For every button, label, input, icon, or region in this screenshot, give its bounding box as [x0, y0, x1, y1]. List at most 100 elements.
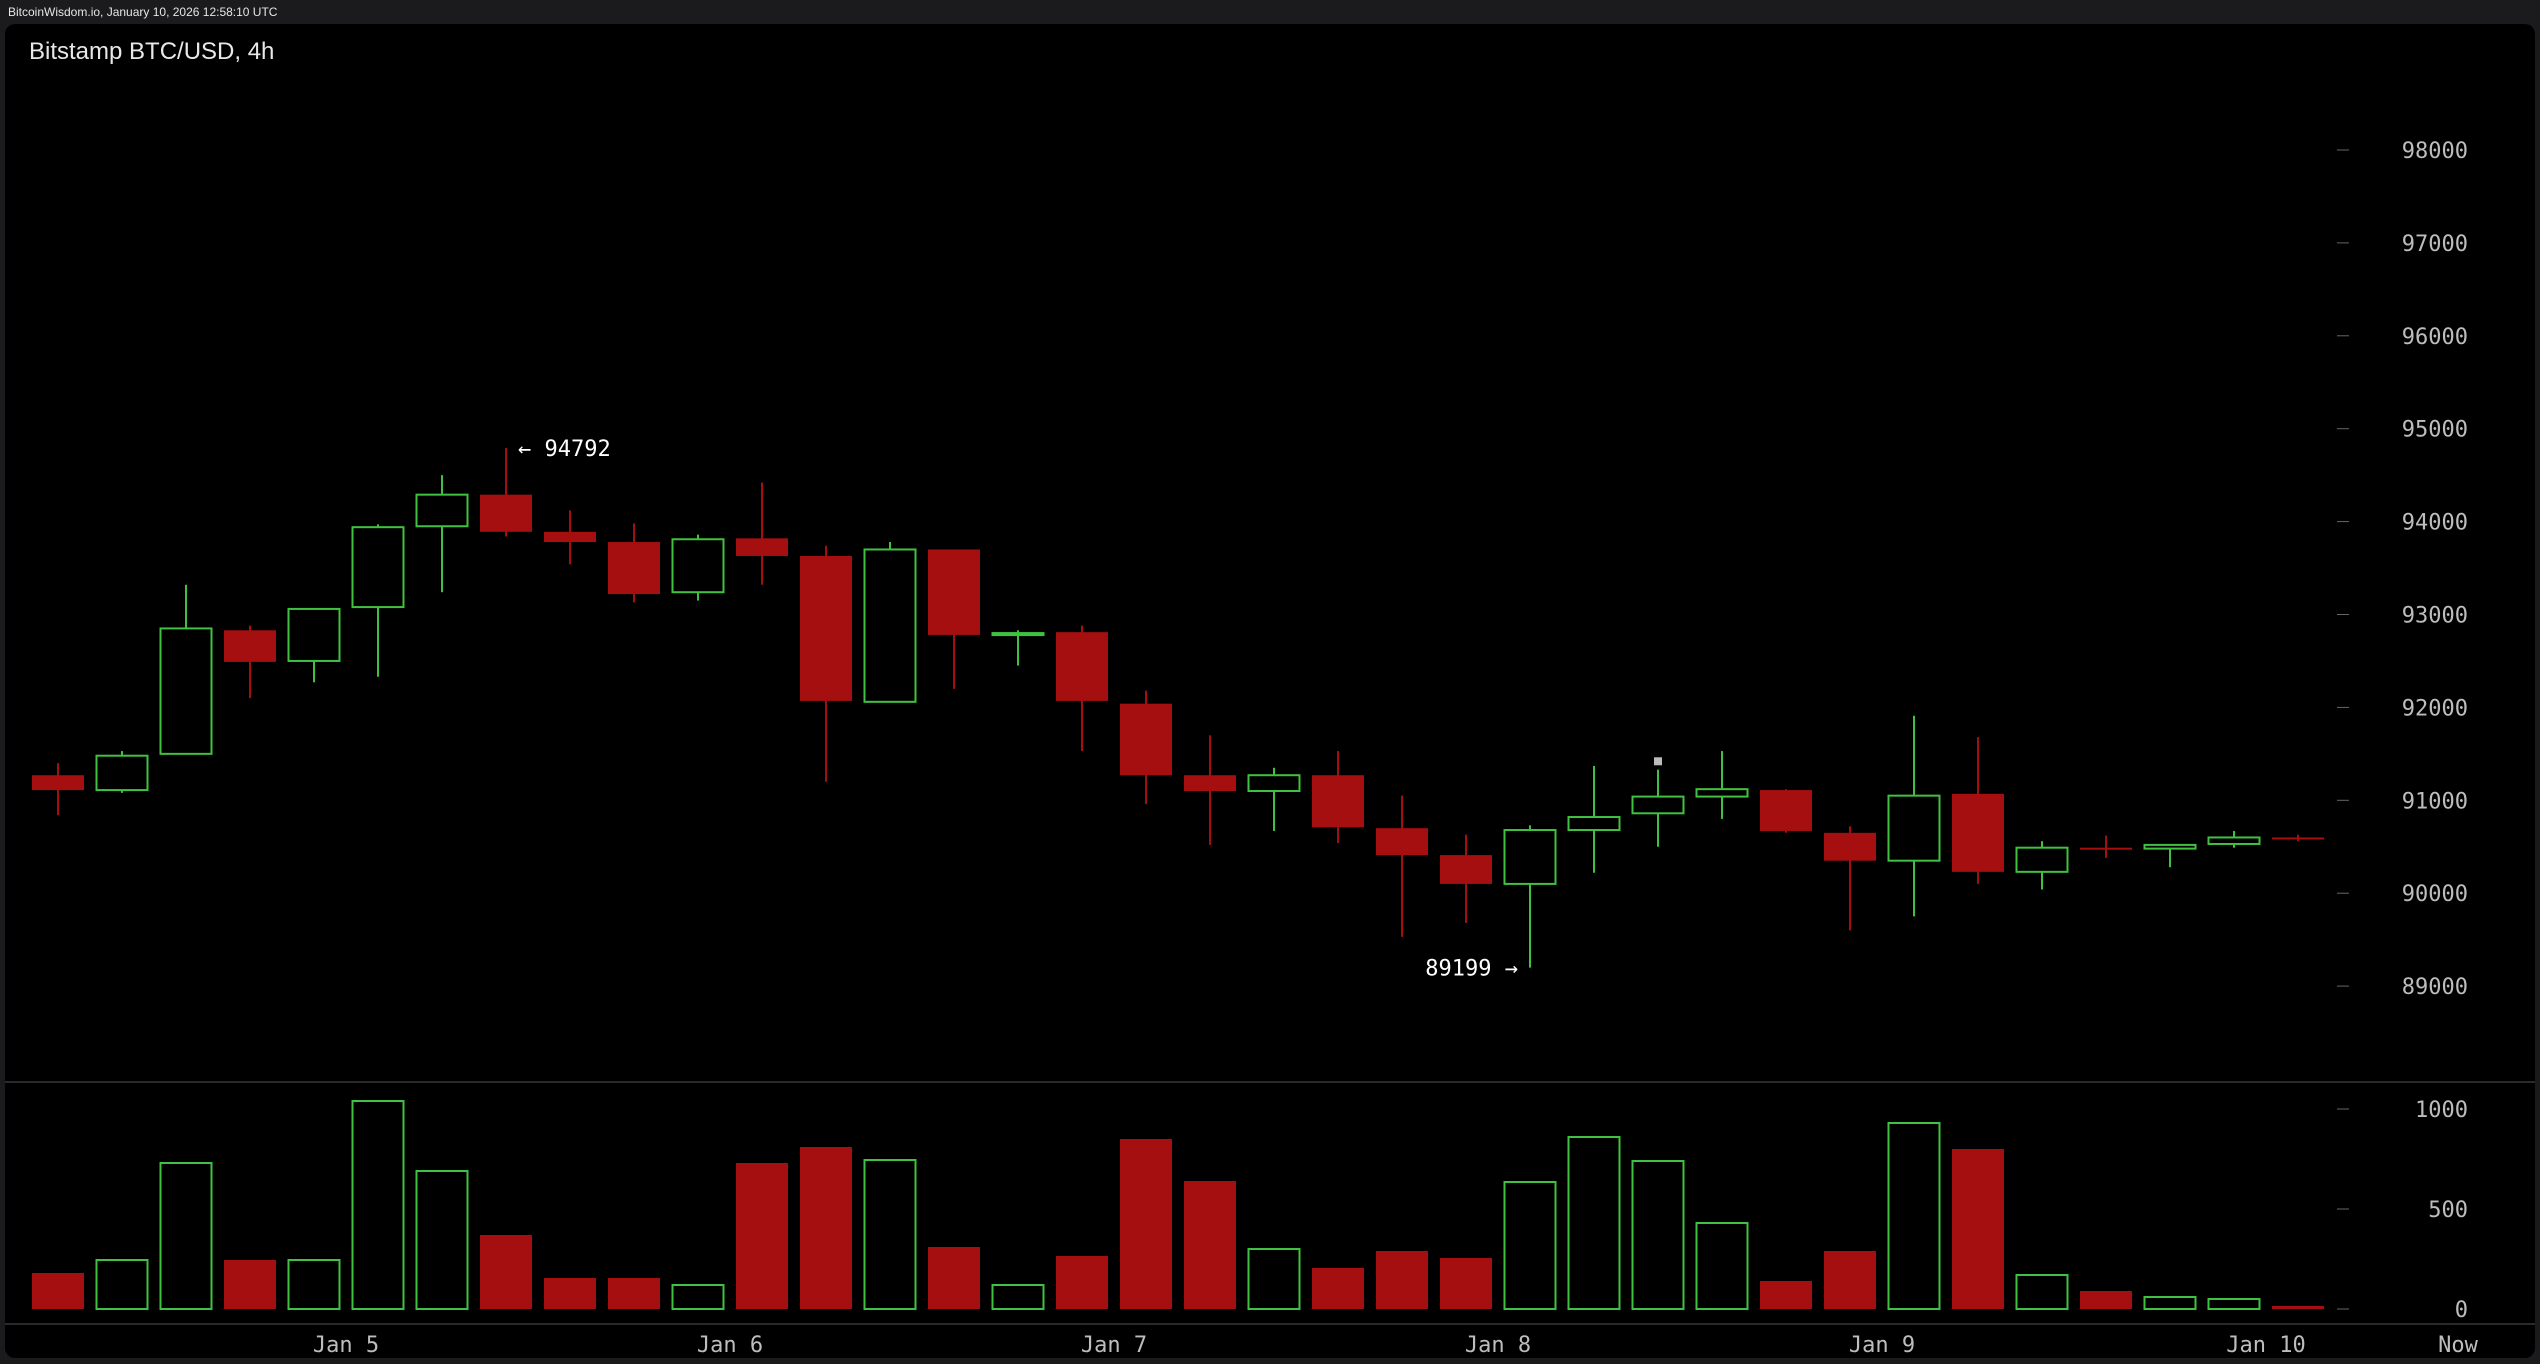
- candle-body: [480, 494, 532, 532]
- volume-bar: [95, 1259, 149, 1310]
- volume-bar: [1247, 1248, 1301, 1310]
- volume-bar: [159, 1162, 213, 1310]
- volume-bar: [1631, 1160, 1685, 1310]
- time-tick-label: Jan 8: [1465, 1333, 1531, 1358]
- source-timestamp: BitcoinWisdom.io, January 10, 2026 12:58…: [8, 5, 278, 19]
- candle-body: [287, 607, 341, 662]
- candle-body: [159, 627, 213, 755]
- trade-marker: [1654, 757, 1662, 766]
- candle-body: [2015, 846, 2069, 873]
- time-tick-label: Jan 6: [697, 1333, 763, 1358]
- volume-bar: [1440, 1258, 1492, 1309]
- candle-body: [2272, 837, 2324, 840]
- candle-body: [608, 542, 660, 595]
- candles: [32, 448, 2324, 968]
- volume-bar: [863, 1159, 917, 1310]
- candle-body: [2207, 836, 2261, 845]
- candle-body: [736, 538, 788, 556]
- candle-body: [1056, 632, 1108, 701]
- candle-body: [1440, 855, 1492, 884]
- volume-bar: [287, 1259, 341, 1310]
- candle-body: [95, 754, 149, 792]
- price-tick-label: 89000: [2402, 975, 2468, 1000]
- volume-tick-label: 1000: [2415, 1098, 2468, 1123]
- volume-bar: [1695, 1222, 1749, 1310]
- volume-bar: [991, 1284, 1045, 1310]
- chart-title: Bitstamp BTC/USD, 4h: [29, 38, 275, 65]
- candle-body: [1887, 794, 1941, 862]
- candle-body: [1503, 829, 1557, 885]
- price-tick-label: 94000: [2402, 511, 2468, 536]
- price-tick-label: 95000: [2402, 418, 2468, 443]
- volume-bar: [1503, 1181, 1557, 1310]
- volume-bar: [1760, 1281, 1812, 1309]
- volume-bar: [1376, 1251, 1428, 1309]
- volume-bar: [480, 1235, 532, 1309]
- time-axis: Jan 5 Jan 6 Jan 7 Jan 8 Jan 9 Jan 10 Now: [313, 1333, 2479, 1358]
- time-tick-label: Jan 5: [313, 1333, 379, 1358]
- volume-bar: [1120, 1139, 1172, 1309]
- volume-bar: [928, 1247, 980, 1309]
- candle-body: [1824, 832, 1876, 861]
- volume-bar: [671, 1284, 725, 1310]
- candle-body: [2080, 847, 2132, 850]
- time-tick-label: Now: [2438, 1333, 2478, 1358]
- candle-body: [1376, 828, 1428, 856]
- volume-bar: [2143, 1296, 2197, 1310]
- candle-body: [991, 632, 1045, 637]
- annotations: ← 94792 89199 →: [518, 437, 1518, 982]
- price-tick-label: 91000: [2402, 789, 2468, 814]
- volume-bar: [1567, 1136, 1621, 1310]
- candle-body: [2143, 843, 2197, 850]
- volume-bar: [32, 1273, 84, 1309]
- candlestick-chart[interactable]: 89000 90000 91000 92000 93000 94000 95000 96000…: [5, 24, 2535, 1358]
- price-axis: 89000 90000 91000 92000 93000 94000 95000 96000…: [5, 139, 2535, 1325]
- price-tick-label: 96000: [2402, 325, 2468, 350]
- price-tick-label: 90000: [2402, 882, 2468, 907]
- volume-axis: 0 500 1000: [2337, 1098, 2468, 1323]
- volume-bar: [608, 1278, 660, 1309]
- volume-bar: [2015, 1274, 2069, 1310]
- candle-body: [1120, 703, 1172, 776]
- candle-body: [1247, 774, 1301, 793]
- time-tick-label: Jan 7: [1081, 1333, 1147, 1358]
- candle-body: [544, 531, 596, 543]
- candle-body: [800, 555, 852, 701]
- price-tick-label: 98000: [2402, 139, 2468, 164]
- volume-bar: [736, 1163, 788, 1309]
- volume-bar: [1312, 1268, 1364, 1309]
- time-tick-label: Jan 9: [1849, 1333, 1915, 1358]
- candle-body: [1952, 793, 2004, 872]
- candle-body: [928, 549, 980, 635]
- candle-body: [32, 775, 84, 791]
- volume-bar: [1824, 1251, 1876, 1309]
- volume-bars: [32, 1100, 2324, 1310]
- volume-bar: [544, 1278, 596, 1309]
- low-annotation: 89199 →: [1425, 957, 1518, 982]
- time-tick-label: Jan 10: [2226, 1333, 2305, 1358]
- volume-bar: [1056, 1256, 1108, 1309]
- volume-bar: [351, 1100, 405, 1310]
- candle-body: [1567, 816, 1621, 832]
- candle-body: [1695, 788, 1749, 798]
- top-bar: BitcoinWisdom.io, January 10, 2026 12:58…: [0, 0, 2540, 24]
- candle-body: [1312, 775, 1364, 828]
- volume-bar: [1887, 1122, 1941, 1310]
- chart-panel: Bitstamp BTC/USD, 4h 89000 90000 91000 9200…: [5, 24, 2535, 1358]
- high-annotation: ← 94792: [518, 437, 611, 462]
- price-tick-label: 93000: [2402, 604, 2468, 629]
- candle-body: [1760, 790, 1812, 831]
- volume-bar: [2272, 1306, 2324, 1309]
- volume-bar: [1184, 1181, 1236, 1309]
- volume-tick-label: 0: [2455, 1298, 2468, 1323]
- candle-body: [224, 630, 276, 662]
- volume-bar: [224, 1260, 276, 1309]
- volume-bar: [2080, 1291, 2132, 1309]
- candle-body: [863, 548, 917, 703]
- candle-body: [351, 526, 405, 609]
- volume-bar: [415, 1170, 469, 1310]
- candle-body: [671, 538, 725, 594]
- candle-body: [1631, 795, 1685, 815]
- volume-tick-label: 500: [2428, 1198, 2468, 1223]
- volume-bar: [800, 1147, 852, 1309]
